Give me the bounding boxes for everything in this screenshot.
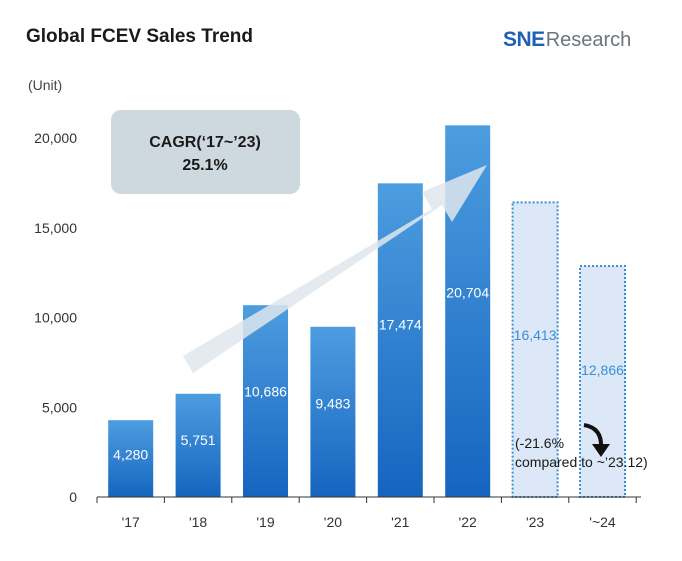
curved-down-arrow-head <box>592 444 610 457</box>
decline-note: (-21.6% compared to ~’23.12) <box>515 423 648 470</box>
y-axis-unit-label: (Unit) <box>28 77 63 93</box>
trend-arrow-group <box>183 165 487 373</box>
x-tick-label: '19 <box>256 514 274 530</box>
x-tick-label: '20 <box>324 514 342 530</box>
bar-forecast <box>579 265 626 498</box>
bar-value-label: 9,483 <box>315 395 350 411</box>
logo-sne-text: SNE <box>503 28 545 51</box>
x-tick-label: '17 <box>122 514 140 530</box>
x-axis: '17 '18 '19 '20 '21 '22 '23 '~24 <box>96 497 637 530</box>
x-tick-label: '21 <box>391 514 409 530</box>
bar-value-label: 12,866 <box>581 362 624 378</box>
bar <box>108 420 154 497</box>
y-tick-label: 20,000 <box>34 130 77 146</box>
x-tick-label: '18 <box>189 514 207 530</box>
bar-value-label: 10,686 <box>244 384 287 400</box>
bar-value-label: 17,474 <box>379 316 422 332</box>
logo-research-text: Research <box>545 28 632 51</box>
y-tick-label: 10,000 <box>34 310 77 326</box>
bar-value-label: 5,751 <box>181 432 216 448</box>
value-labels-group: 4,280 5,751 10,686 9,483 17,474 20,704 16,413 1… <box>113 285 624 463</box>
bar-value-label: 4,280 <box>113 447 148 463</box>
cagr-trend-arrow <box>183 165 487 373</box>
decline-note-line2: compared to ~’23.12) <box>515 454 648 470</box>
bar <box>175 393 221 497</box>
sne-research-logo: SNE Research <box>503 28 631 52</box>
y-tick-label: 15,000 <box>34 220 77 236</box>
bar <box>310 326 356 497</box>
chart-title: Global FCEV Sales Trend <box>26 26 254 47</box>
x-tick-label: '~24 <box>589 514 616 530</box>
y-axis: 0 5,000 10,000 15,000 20,000 <box>34 130 77 505</box>
curved-down-arrow-icon <box>583 423 604 448</box>
bar-forecast <box>511 201 559 498</box>
bar-value-label: 20,704 <box>446 285 489 301</box>
y-tick-label: 5,000 <box>42 399 77 415</box>
cagr-box: CAGR(‘17~’23) 25.1% <box>111 110 300 194</box>
y-tick-label: 0 <box>69 489 77 505</box>
decline-note-line1: (-21.6% <box>515 435 564 451</box>
bar-value-label: 16,413 <box>514 327 557 343</box>
cagr-label: CAGR(‘17~’23) <box>149 134 261 151</box>
bar <box>243 305 288 497</box>
x-tick-label: '22 <box>459 514 477 530</box>
bar <box>377 183 423 497</box>
cagr-value: 25.1% <box>182 157 227 174</box>
cagr-box-background <box>111 110 300 194</box>
x-tick-label: '23 <box>526 514 544 530</box>
